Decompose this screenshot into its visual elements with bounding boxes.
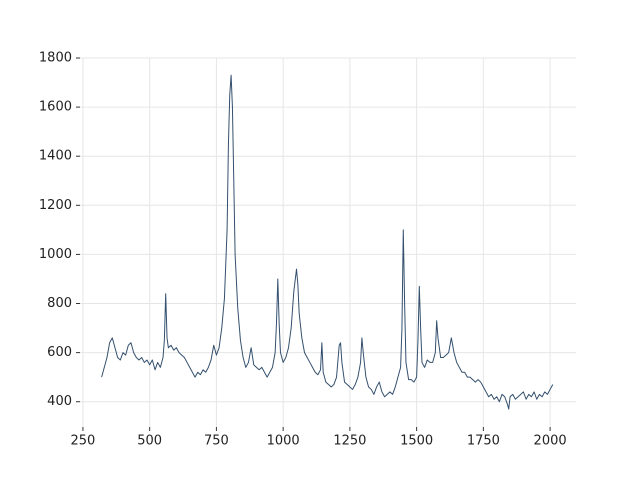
y-tick-label: 600 — [47, 345, 72, 360]
x-tick-label: 250 — [71, 434, 96, 449]
x-tick-label: 1500 — [400, 434, 433, 449]
x-tick-label: 2000 — [534, 434, 567, 449]
x-tick-label: 750 — [204, 434, 229, 449]
x-tick-label: 1750 — [467, 434, 500, 449]
x-tick-label: 500 — [137, 434, 162, 449]
x-tick-label: 1250 — [333, 434, 366, 449]
x-tick-label: 1000 — [267, 434, 300, 449]
y-tick-label: 400 — [47, 394, 72, 409]
y-tick-label: 1800 — [39, 51, 72, 66]
spectrum-line — [101, 74, 554, 410]
y-tick-label: 1600 — [39, 100, 72, 115]
y-tick-label: 1400 — [39, 149, 72, 164]
y-tick-label: 1000 — [39, 247, 72, 262]
y-tick-label: 1200 — [39, 198, 72, 213]
y-tick-label: 800 — [47, 296, 72, 311]
